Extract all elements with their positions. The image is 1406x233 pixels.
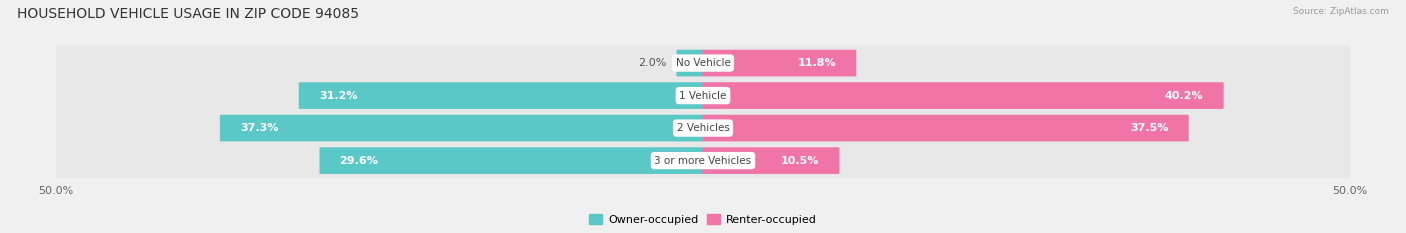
Text: 31.2%: 31.2%: [319, 91, 357, 101]
FancyBboxPatch shape: [703, 115, 1188, 141]
FancyBboxPatch shape: [703, 82, 1223, 109]
Text: 1 Vehicle: 1 Vehicle: [679, 91, 727, 101]
Text: 11.8%: 11.8%: [797, 58, 837, 68]
Text: 2 Vehicles: 2 Vehicles: [676, 123, 730, 133]
Text: 2.0%: 2.0%: [638, 58, 666, 68]
FancyBboxPatch shape: [55, 110, 1351, 146]
Text: 3 or more Vehicles: 3 or more Vehicles: [654, 156, 752, 166]
FancyBboxPatch shape: [319, 147, 703, 174]
FancyBboxPatch shape: [55, 78, 1351, 113]
Text: 37.5%: 37.5%: [1130, 123, 1168, 133]
FancyBboxPatch shape: [55, 45, 1351, 81]
Text: 10.5%: 10.5%: [782, 156, 820, 166]
FancyBboxPatch shape: [219, 115, 703, 141]
Text: No Vehicle: No Vehicle: [675, 58, 731, 68]
Text: 37.3%: 37.3%: [240, 123, 278, 133]
FancyBboxPatch shape: [703, 50, 856, 76]
Legend: Owner-occupied, Renter-occupied: Owner-occupied, Renter-occupied: [585, 210, 821, 229]
FancyBboxPatch shape: [55, 143, 1351, 178]
FancyBboxPatch shape: [676, 50, 703, 76]
FancyBboxPatch shape: [298, 82, 703, 109]
Text: 40.2%: 40.2%: [1166, 91, 1204, 101]
Text: Source: ZipAtlas.com: Source: ZipAtlas.com: [1294, 7, 1389, 16]
Text: 29.6%: 29.6%: [339, 156, 378, 166]
Text: HOUSEHOLD VEHICLE USAGE IN ZIP CODE 94085: HOUSEHOLD VEHICLE USAGE IN ZIP CODE 9408…: [17, 7, 359, 21]
FancyBboxPatch shape: [703, 147, 839, 174]
